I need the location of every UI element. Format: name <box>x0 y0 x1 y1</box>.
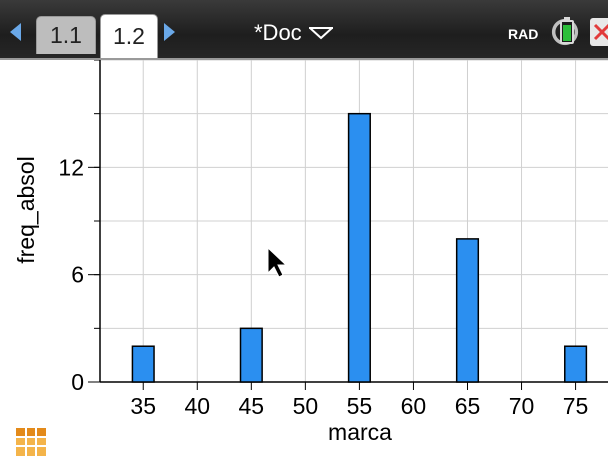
close-icon <box>593 23 608 41</box>
histogram-bar[interactable] <box>564 345 588 383</box>
toolbar: 1.1 1.2 *Doc RAD <box>0 0 608 58</box>
tab-1-1[interactable]: 1.1 <box>36 16 96 54</box>
document-name: *Doc <box>254 20 302 45</box>
y-tick-label: 12 <box>58 154 84 180</box>
mouse-cursor-icon <box>267 246 288 278</box>
next-page-arrow-icon[interactable] <box>164 23 175 41</box>
x-tick-label: 35 <box>130 393 156 419</box>
previous-page-arrow-icon[interactable] <box>10 23 21 41</box>
histogram-chart[interactable]: 35 40 45 50 55 60 65 70 75 0 6 12 marca freq_absol <box>0 60 608 459</box>
chevron-down-icon <box>308 27 333 40</box>
histogram-bar[interactable] <box>131 345 155 383</box>
x-tick-label: 50 <box>293 393 319 419</box>
histogram-bar[interactable] <box>455 238 480 383</box>
angle-mode-indicator: RAD <box>508 26 539 42</box>
y-axis-label[interactable]: freq_absol <box>13 156 39 263</box>
x-tick-label: 45 <box>239 393 265 419</box>
x-tick-label: 75 <box>563 393 589 419</box>
x-tick-label: 65 <box>455 393 481 419</box>
x-tick-label: 70 <box>509 393 535 419</box>
tab-1-2[interactable]: 1.2 <box>100 14 158 58</box>
x-tick-label: 55 <box>347 393 373 419</box>
toolbar-divider <box>0 58 608 60</box>
battery-icon <box>560 20 574 44</box>
table-view-icon[interactable] <box>16 428 46 456</box>
battery-cap <box>564 17 570 21</box>
close-button[interactable] <box>590 18 608 46</box>
y-tick-label: 0 <box>71 369 84 395</box>
labels-layer: 35 40 45 50 55 60 65 70 75 0 6 12 marca freq_absol <box>13 154 588 445</box>
histogram-bar[interactable] <box>239 327 263 383</box>
document-title[interactable]: *Doc <box>254 20 334 46</box>
x-axis-label[interactable]: marca <box>328 419 392 445</box>
x-tick-label: 40 <box>184 393 210 419</box>
y-tick-label: 6 <box>71 262 84 288</box>
x-tick-label: 60 <box>401 393 427 419</box>
bars-layer[interactable] <box>131 112 588 383</box>
histogram-bar[interactable] <box>347 112 371 383</box>
